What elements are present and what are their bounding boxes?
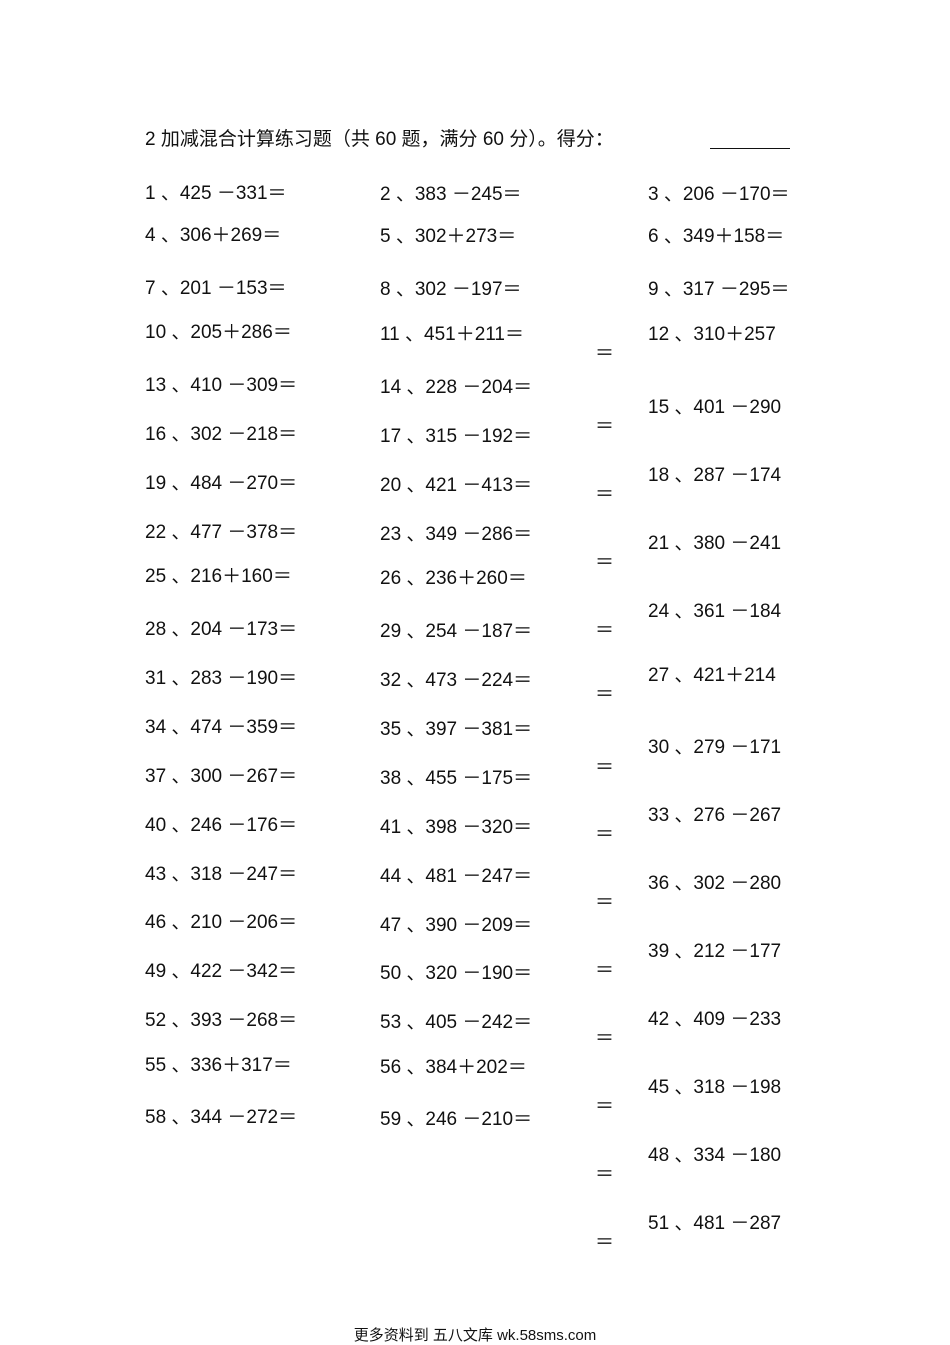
problem-item: 18 、287 －174 (648, 465, 782, 486)
problem-item: 33 、276 －267 (648, 805, 782, 826)
problem-item: 17 、315 －192＝ (380, 426, 533, 447)
problem-item: 6 、349＋158＝ (648, 226, 785, 247)
problem-item: 27 、421＋214 (648, 665, 776, 686)
problem-item: 40 、246 －176＝ (145, 815, 298, 836)
problem-item: 39 、212 －177 (648, 941, 782, 962)
equals-sign: ＝ (595, 343, 615, 364)
equals-sign: ＝ (595, 1232, 615, 1253)
equals-sign: ＝ (595, 620, 615, 641)
problem-item: 13 、410 －309＝ (145, 375, 298, 396)
problem-item: 24 、361 －184 (648, 601, 782, 622)
problem-item: 4 、306＋269＝ (145, 225, 282, 246)
equals-sign: ＝ (595, 484, 615, 505)
problem-item: 12 、310＋257 (648, 324, 776, 345)
problem-item: 1 、425 －331＝ (145, 183, 287, 204)
equals-sign: ＝ (595, 757, 615, 778)
problem-item: 25 、216＋160＝ (145, 566, 292, 587)
problem-item: 29 、254 －187＝ (380, 621, 533, 642)
problem-item: 56 、384＋202＝ (380, 1057, 527, 1078)
problem-item: 35 、397 －381＝ (380, 719, 533, 740)
problem-item: 49 、422 －342＝ (145, 961, 298, 982)
problem-item: 19 、484 －270＝ (145, 473, 298, 494)
problem-item: 51 、481 －287 (648, 1213, 782, 1234)
problem-item: 3 、206 －170＝ (648, 184, 790, 205)
problem-item: 26 、236＋260＝ (380, 568, 527, 589)
equals-sign: ＝ (595, 1028, 615, 1049)
problem-item: 43 、318 －247＝ (145, 864, 298, 885)
footer-watermark: 更多资料到 五八文库 wk.58sms.com (353, 1327, 597, 1344)
problem-item: 45 、318 －198 (648, 1077, 782, 1098)
problem-item: 32 、473 －224＝ (380, 670, 533, 691)
problem-item: 22 、477 －378＝ (145, 522, 298, 543)
problem-item: 47 、390 －209＝ (380, 915, 533, 936)
problem-item: 2 、383 －245＝ (380, 184, 522, 205)
problem-item: 36 、302 －280 (648, 873, 782, 894)
score-blank (710, 148, 790, 149)
problem-item: 34 、474 －359＝ (145, 717, 298, 738)
problem-item: 50 、320 －190＝ (380, 963, 533, 984)
problem-item: 52 、393 －268＝ (145, 1010, 298, 1031)
equals-sign: ＝ (595, 416, 615, 437)
equals-sign: ＝ (595, 684, 615, 705)
problem-item: 5 、302＋273＝ (380, 226, 517, 247)
problem-item: 31 、283 －190＝ (145, 668, 298, 689)
problem-item: 21 、380 －241 (648, 533, 782, 554)
problem-item: 55 、336＋317＝ (145, 1055, 292, 1076)
equals-sign: ＝ (595, 552, 615, 573)
problem-item: 16 、302 －218＝ (145, 424, 298, 445)
problem-item: 53 、405 －242＝ (380, 1012, 533, 1033)
equals-sign: ＝ (595, 824, 615, 845)
problem-item: 7 、201 －153＝ (145, 278, 287, 299)
problem-item: 11 、451＋211＝ (380, 324, 524, 345)
problem-item: 38 、455 －175＝ (380, 768, 533, 789)
problem-item: 44 、481 －247＝ (380, 866, 533, 887)
problem-item: 28 、204 －173＝ (145, 619, 298, 640)
problem-item: 37 、300 －267＝ (145, 766, 298, 787)
page-title: 2 加减混合计算练习题（共 60 题，满分 60 分）。得分： (145, 129, 614, 150)
equals-sign: ＝ (595, 892, 615, 913)
problem-item: 58 、344 －272＝ (145, 1107, 298, 1128)
problem-item: 48 、334 －180 (648, 1145, 782, 1166)
problem-item: 41 、398 －320＝ (380, 817, 533, 838)
equals-sign: ＝ (595, 1164, 615, 1185)
equals-sign: ＝ (595, 1096, 615, 1117)
problem-item: 23 、349 －286＝ (380, 524, 533, 545)
equals-sign: ＝ (595, 960, 615, 981)
problem-item: 30 、279 －171 (648, 737, 782, 758)
problem-item: 8 、302 －197＝ (380, 279, 522, 300)
problem-item: 20 、421 －413＝ (380, 475, 533, 496)
problem-item: 9 、317 －295＝ (648, 279, 790, 300)
problem-item: 14 、228 －204＝ (380, 377, 533, 398)
problem-item: 46 、210 －206＝ (145, 912, 298, 933)
problem-item: 10 、205＋286＝ (145, 322, 292, 343)
problem-item: 59 、246 －210＝ (380, 1109, 533, 1130)
problem-item: 15 、401 －290 (648, 397, 782, 418)
problem-item: 42 、409 －233 (648, 1009, 782, 1030)
